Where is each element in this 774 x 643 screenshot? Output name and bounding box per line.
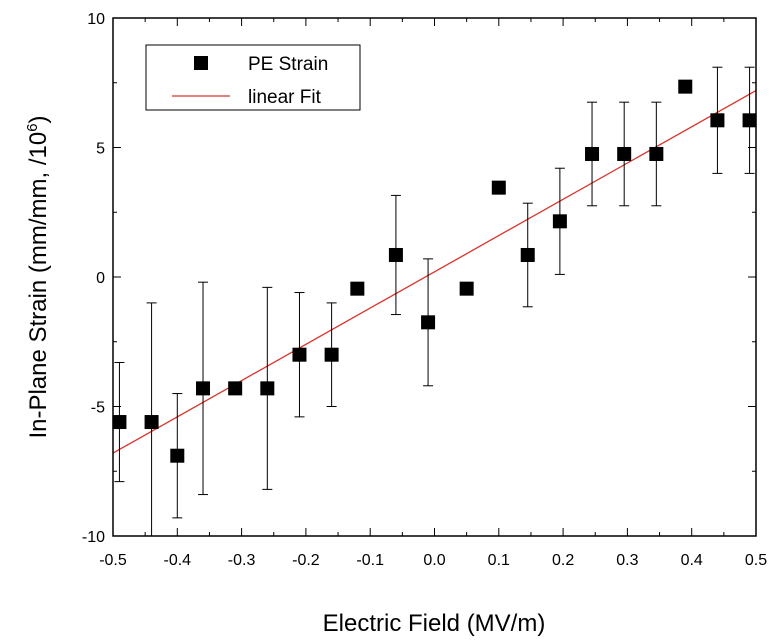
data-point-7 [324, 347, 339, 362]
y-tick-label-1: -5 [91, 400, 105, 417]
data-point-15 [585, 146, 600, 161]
plot-area [112, 66, 757, 536]
data-point-16 [617, 146, 632, 161]
data-point-14 [552, 214, 567, 229]
y-axis-title-superscript: 6 [24, 123, 41, 131]
axes: -0.5 -0.4 -0.3 -0.2 -0.1 0.0 0.1 0.2 0.3 0.4 0.5 -1… [82, 11, 767, 569]
y-tick-label-0: -10 [82, 529, 105, 546]
x-tick-label-7: 0.2 [552, 552, 574, 569]
data-point-19 [710, 113, 725, 128]
x-tick-label-2: -0.3 [228, 552, 256, 569]
data-point-9 [388, 247, 403, 262]
x-tick-label-4: -0.1 [356, 552, 384, 569]
x-tick-label-0: -0.5 [99, 552, 127, 569]
x-tick-label-9: 0.4 [681, 552, 703, 569]
data-point-8 [350, 281, 365, 296]
data-point-20 [742, 113, 757, 128]
x-tick-label-5: 0.0 [423, 552, 445, 569]
data-point-0 [112, 415, 127, 430]
x-tick-label-1: -0.4 [164, 552, 192, 569]
x-tick-label-3: -0.2 [292, 552, 320, 569]
data-point-12 [491, 180, 506, 195]
legend: PE Strain linear Fit [145, 44, 361, 111]
data-point-6 [292, 347, 307, 362]
x-tick-label-10: 0.5 [745, 552, 767, 569]
data-point-10 [421, 315, 436, 330]
legend-marker-pe-strain [194, 56, 208, 70]
x-axis-title: Electric Field (MV/m) [323, 610, 546, 637]
data-point-4 [228, 381, 243, 396]
data-point-3 [196, 381, 211, 396]
legend-label-pe-strain: PE Strain [248, 54, 328, 75]
y-axis-title: In-Plane Strain (mm/mm, /106) [24, 115, 52, 438]
data-point-18 [678, 79, 693, 94]
y-tick-label-2: 0 [96, 270, 105, 287]
data-point-5 [260, 381, 275, 396]
data-point-13 [520, 247, 535, 262]
data-point-17 [649, 146, 664, 161]
data-point-11 [459, 281, 474, 296]
data-point-2 [170, 448, 185, 463]
y-tick-label-4: 10 [87, 11, 105, 28]
legend-label-linear-fit: linear Fit [248, 87, 322, 108]
legend-box [145, 44, 361, 111]
x-tick-label-8: 0.3 [616, 552, 638, 569]
y-tick-label-3: 5 [96, 141, 105, 158]
fit-line [112, 89, 757, 454]
y-axis-title-main: In-Plane Strain (mm/mm, /10 [25, 132, 52, 439]
y-axis-title-suffix: ) [25, 115, 52, 123]
data-point-1 [144, 415, 159, 430]
x-tick-label-6: 0.1 [488, 552, 510, 569]
